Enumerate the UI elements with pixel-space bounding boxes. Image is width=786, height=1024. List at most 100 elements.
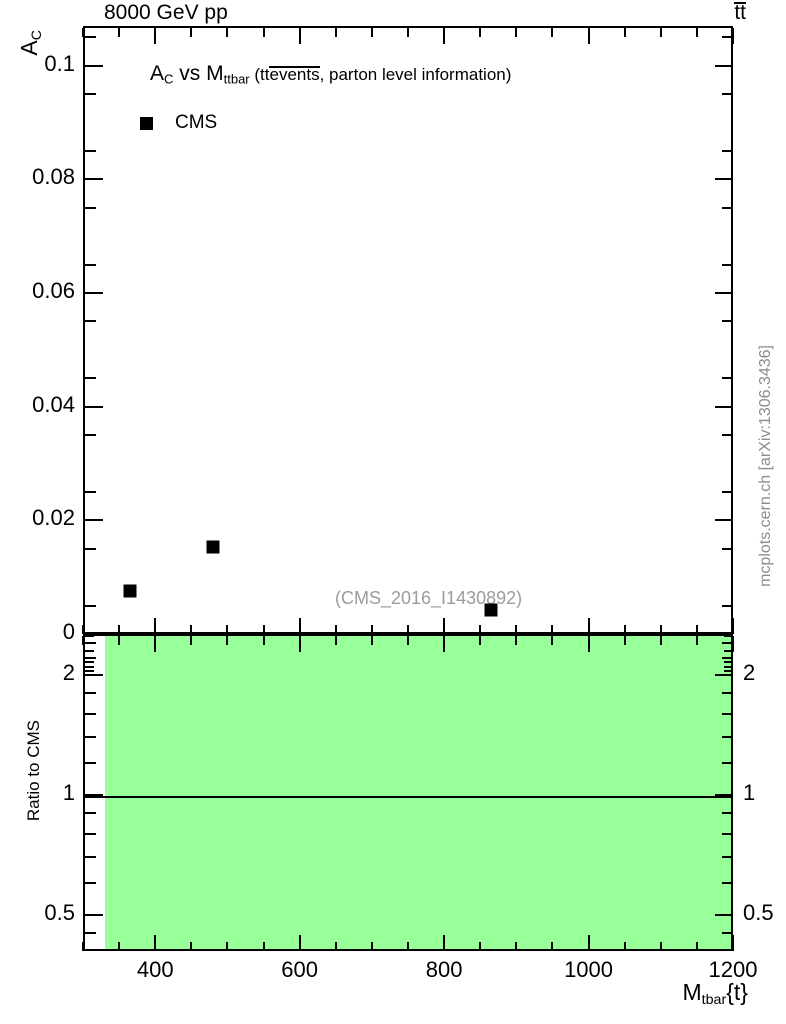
- x-major-tick-top: [732, 28, 734, 44]
- ratio-x-major-tick: [732, 935, 734, 951]
- ratio-tick-label-right: 2: [743, 660, 756, 685]
- y-major-tick: [85, 633, 103, 635]
- beam-energy-label: 8000 GeV pp: [104, 1, 228, 24]
- y-tick-label: 0.02: [32, 505, 75, 531]
- ratio-x-minor-tick: [262, 942, 265, 951]
- ratio-x-minor-tick: [334, 942, 337, 951]
- plot-title-detail: (ttevents, parton level information): [249, 65, 512, 84]
- y-minor-tick-right: [722, 206, 733, 209]
- x-minor-tick-top: [407, 28, 409, 37]
- x-minor-tick: [334, 625, 337, 634]
- ratio-y-major-tick: [85, 794, 103, 796]
- ratio-y-fine-tick: [85, 669, 94, 672]
- ratio-y-major-tick-right: [715, 674, 733, 676]
- ratio-y-minor-tick: [85, 762, 96, 765]
- ratio-x-major-tick-top: [732, 636, 734, 652]
- ratio-x-minor-tick-top: [370, 636, 373, 645]
- y-minor-tick-right: [722, 150, 733, 152]
- ratio-y-minor-tick: [85, 855, 96, 858]
- x-tick-label: 800: [425, 957, 463, 982]
- y-minor-tick: [85, 490, 96, 493]
- ratio-y-minor-tick-right: [722, 762, 733, 765]
- ratio-y-major-tick: [85, 914, 103, 916]
- ratio-y-minor-tick-right: [722, 855, 733, 858]
- ratio-tick-label-right: 0.5: [743, 900, 774, 925]
- x-minor-tick-top: [659, 28, 662, 37]
- ratio-y-minor-tick-right: [722, 712, 733, 715]
- ratio-x-minor-tick-top: [262, 636, 265, 645]
- x-minor-tick: [370, 625, 373, 634]
- ratio-y-fine-tick: [85, 657, 94, 660]
- ratio-tick-label-left: 1: [62, 780, 75, 805]
- legend-marker-cms: [140, 116, 153, 130]
- y-major-tick-right: [715, 178, 733, 181]
- ratio-y-fine-tick-right: [724, 657, 733, 660]
- x-minor-tick-top: [262, 28, 265, 37]
- ratio-y-fine-tick: [85, 649, 94, 652]
- y-major-tick: [85, 64, 103, 67]
- ratio-y-fine-tick: [85, 635, 94, 638]
- y-minor-tick: [85, 93, 96, 96]
- legend: CMS: [140, 112, 217, 134]
- ratio-y-minor-tick: [85, 832, 96, 835]
- y-tick-label: 0.1: [44, 50, 75, 76]
- ratio-uncertainty-band: [105, 636, 731, 949]
- x-minor-tick-top: [118, 28, 121, 37]
- ratio-x-minor-tick: [551, 942, 554, 951]
- ratio-x-minor-tick-top: [479, 636, 482, 645]
- x-minor-tick-top: [515, 28, 518, 37]
- ratio-y-minor-tick: [85, 932, 96, 935]
- x-minor-tick: [82, 625, 84, 634]
- ratio-x-major-tick: [443, 935, 446, 951]
- ratio-x-minor-tick: [515, 942, 518, 951]
- ratio-y-minor-tick-right: [722, 735, 733, 738]
- ratio-y-minor-tick: [85, 692, 96, 695]
- y-major-tick-right: [715, 633, 733, 635]
- ratio-x-minor-tick-top: [659, 636, 662, 645]
- process-label-text: tt: [734, 1, 746, 24]
- y-minor-tick: [85, 150, 96, 152]
- x-minor-tick: [262, 625, 265, 634]
- ratio-x-major-tick-top: [154, 636, 157, 652]
- ratio-reference-line: [85, 796, 731, 798]
- ratio-x-major-tick-top: [587, 636, 590, 652]
- ratio-x-minor-tick: [226, 942, 229, 951]
- ratio-y-minor-tick: [85, 712, 96, 715]
- y-minor-tick-right: [722, 377, 733, 380]
- ratio-tick-label-right: 1: [743, 780, 756, 805]
- ratio-y-minor-tick-right: [722, 832, 733, 835]
- y-major-tick: [85, 178, 103, 181]
- credit-watermark: mcplots.cern.ch [arXiv:1306.3436]: [757, 345, 774, 587]
- ratio-tick-label-left: 0.5: [44, 900, 75, 925]
- x-minor-tick-top: [82, 28, 84, 37]
- ratio-x-minor-tick: [407, 942, 409, 951]
- x-major-tick: [154, 618, 157, 634]
- x-minor-tick-top: [623, 28, 626, 37]
- ratio-x-major-tick: [587, 935, 590, 951]
- y-minor-tick-right: [722, 263, 733, 266]
- x-minor-tick-top: [334, 28, 337, 37]
- y-minor-tick: [85, 377, 96, 380]
- ratio-x-minor-tick: [370, 942, 373, 951]
- ratio-y-minor-tick: [85, 882, 96, 885]
- y-major-tick-right: [715, 519, 733, 522]
- y-minor-tick: [85, 206, 96, 209]
- y-tick-label: 0: [62, 619, 75, 644]
- ratio-x-minor-tick-top: [623, 636, 626, 645]
- x-minor-tick: [407, 625, 409, 634]
- process-label: tt: [734, 1, 746, 25]
- ratio-y-fine-tick-right: [724, 669, 733, 672]
- x-minor-tick: [695, 625, 698, 634]
- ratio-x-minor-tick: [695, 942, 698, 951]
- x-major-tick-top: [443, 28, 446, 44]
- data-point-cms: [484, 603, 498, 617]
- y-minor-tick-right: [722, 434, 733, 437]
- y-minor-tick: [85, 434, 96, 437]
- y-minor-tick-right: [722, 93, 733, 96]
- y-major-tick: [85, 519, 103, 522]
- ratio-x-minor-tick: [118, 942, 121, 951]
- x-minor-tick-top: [479, 28, 482, 37]
- y-minor-tick-right: [722, 320, 733, 323]
- ratio-x-minor-tick: [479, 942, 482, 951]
